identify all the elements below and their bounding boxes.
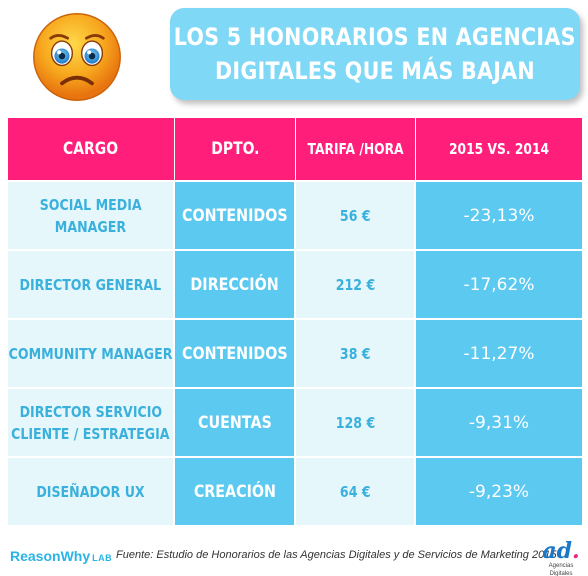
dpto-cell: CREACIÓN — [175, 458, 296, 525]
cargo-cell: SOCIAL MEDIA MANAGER — [8, 182, 175, 249]
title-line-2: DIGITALES QUE MÁS BAJAN — [215, 57, 535, 85]
column-header-variacion: 2015 VS. 2014 — [448, 140, 550, 158]
table-row: SOCIAL MEDIA MANAGER CONTENIDOS 56 € -23,… — [8, 180, 582, 249]
variacion-cell: -23,13% — [416, 182, 582, 249]
cargo-cell: COMMUNITY MANAGER — [8, 320, 175, 387]
column-header-dpto: DPTO. — [175, 118, 296, 180]
footer: ReasonWhy LAB Fuente: Estudio de Honorari… — [0, 540, 588, 576]
dpto-cell: CONTENIDOS — [175, 320, 296, 387]
dpto-cell: CUENTAS — [175, 389, 296, 456]
dpto-cell: DIRECCIÓN — [175, 251, 296, 318]
agencias-digitales-logo: ad. Agencias Digitales — [542, 538, 580, 576]
variacion-cell: -17,62% — [416, 251, 582, 318]
variacion-cell: -11,27% — [416, 320, 582, 387]
table-row: DIRECTOR GENERAL DIRECCIÓN 212 € -17,62% — [8, 249, 582, 318]
column-header-cargo: CARGO — [8, 118, 175, 180]
tarifa-cell: 128 € — [296, 389, 416, 456]
dpto-cell: CONTENIDOS — [175, 182, 296, 249]
reasonwhy-logo: ReasonWhy LAB — [10, 548, 113, 564]
tarifa-cell: 56 € — [296, 182, 416, 249]
cargo-cell: DISEÑADOR UX — [8, 458, 175, 525]
title-line-1: LOS 5 HONORARIOS EN AGENCIAS — [174, 23, 576, 51]
cargo-cell: DIRECTOR SERVICIO CLIENTE / ESTRATEGIA — [8, 389, 175, 456]
source-note: Fuente: Estudio de Honorarios de las Age… — [116, 549, 557, 561]
tarifa-cell: 212 € — [296, 251, 416, 318]
variacion-cell: -9,31% — [416, 389, 582, 456]
title-banner: LOS 5 HONORARIOS EN AGENCIAS DIGITALES Q… — [170, 8, 580, 100]
fees-table: CARGO DPTO. TARIFA /HORA 2015 VS. 2014 S… — [8, 118, 582, 525]
tarifa-cell: 38 € — [296, 320, 416, 387]
table-row: DIRECTOR SERVICIO CLIENTE / ESTRATEGIA CU… — [8, 387, 582, 456]
column-header-tarifa: TARIFA /HORA — [296, 118, 416, 180]
cargo-cell: DIRECTOR GENERAL — [8, 251, 175, 318]
table-header-row: CARGO DPTO. TARIFA /HORA 2015 VS. 2014 — [8, 118, 582, 180]
table-row: COMMUNITY MANAGER CONTENIDOS 38 € -11,27… — [8, 318, 582, 387]
variacion-cell: -9,23% — [416, 458, 582, 525]
table-row: DISEÑADOR UX CREACIÓN 64 € -9,23% — [8, 456, 582, 525]
tarifa-cell: 64 € — [296, 458, 416, 525]
sad-face-icon — [33, 13, 121, 101]
